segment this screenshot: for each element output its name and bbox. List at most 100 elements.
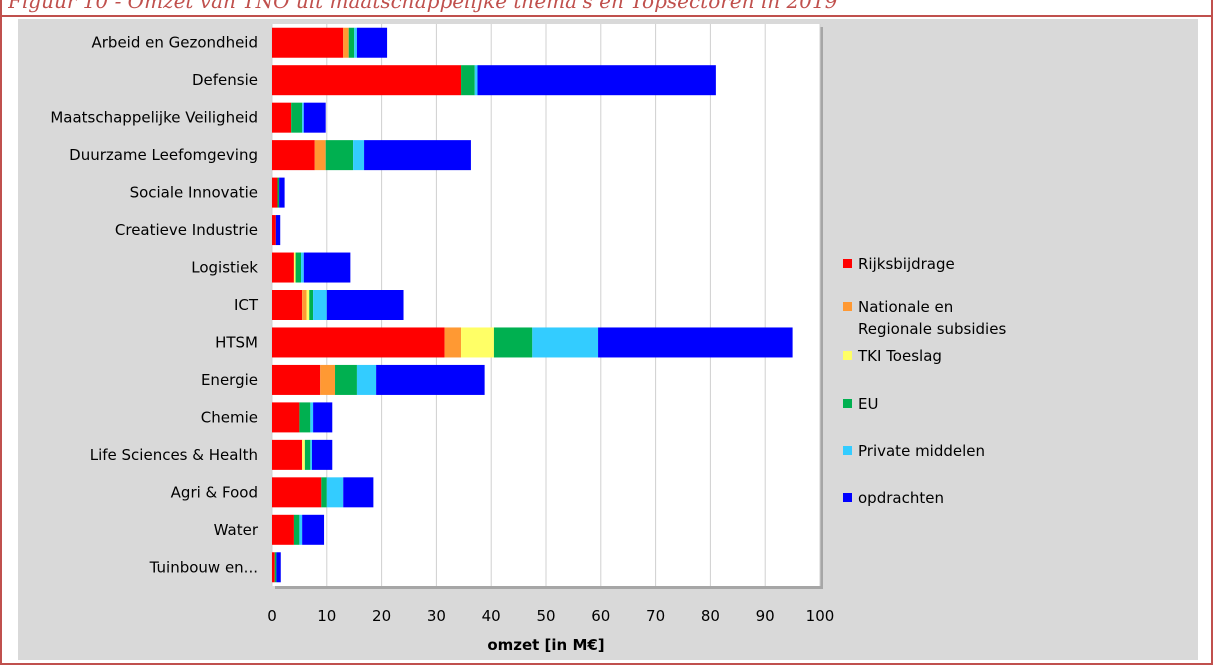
bar-segment [299, 402, 311, 433]
bar-segment [299, 514, 303, 545]
bar-segment [303, 252, 351, 283]
bar-segment [343, 477, 374, 508]
bar-segment [532, 327, 599, 358]
bar-segment [335, 364, 357, 395]
bar-segment [320, 364, 336, 395]
bar-segment [272, 327, 445, 358]
category-label: Chemie [201, 408, 258, 426]
category-label: Creatieve Industrie [115, 221, 258, 239]
x-tick-label: 80 [701, 607, 720, 625]
bar-segment [272, 140, 315, 171]
bar-segment [302, 439, 305, 470]
bar-segment [321, 477, 327, 508]
bar-segment [275, 215, 281, 246]
bar-segment [295, 252, 302, 283]
x-tick-label: 10 [317, 607, 336, 625]
x-tick-label: 20 [372, 607, 391, 625]
legend-swatch [843, 259, 852, 268]
category-label: Defensie [192, 71, 258, 89]
bar-segment [306, 290, 310, 320]
bar-segment [356, 27, 388, 58]
plot-shadow-bottom [275, 586, 823, 589]
bar-segment [309, 290, 314, 320]
bar-segment [313, 402, 333, 433]
bar-segment [272, 290, 303, 320]
bar-segment [272, 215, 276, 246]
bar-segment [302, 102, 304, 133]
bar-segment [325, 140, 354, 171]
legend-label: EU [858, 395, 878, 413]
stacked-bar-chart: Arbeid en Gezondheid Defensie Maatschappel… [50, 24, 1006, 654]
bar-segment [272, 102, 292, 133]
bar-segment [272, 402, 300, 433]
category-labels: Arbeid en Gezondheid Defensie Maatschappel… [50, 34, 259, 577]
bar-segment [301, 252, 304, 283]
x-tick-label: 60 [591, 607, 610, 625]
category-label: Duurzame Leefomgeving [69, 146, 258, 164]
bar-segment [312, 439, 333, 470]
bar-segment [310, 439, 313, 470]
bar-segment [272, 27, 344, 58]
x-tick-label: 0 [267, 607, 277, 625]
x-tick-label: 50 [536, 607, 555, 625]
bar-segment [461, 65, 475, 96]
bar-segment [477, 65, 716, 96]
bar-segment [302, 514, 325, 545]
category-label: HTSM [215, 333, 258, 351]
bar-segment [354, 27, 357, 58]
bar-segment [272, 364, 321, 395]
x-tick-label: 90 [756, 607, 775, 625]
legend-label-continued: Regionale subsidies [858, 320, 1006, 338]
bar-segment [348, 27, 355, 58]
category-label: Water [214, 521, 259, 539]
bar-segment [272, 252, 294, 283]
category-label: ICT [234, 296, 259, 314]
bar-segment [376, 364, 485, 395]
category-label: Sociale Innovatie [130, 184, 258, 202]
bar-segment [356, 364, 377, 395]
bar-segment [598, 327, 793, 358]
bar-segment [291, 102, 303, 133]
category-label: Logistiek [191, 259, 258, 277]
bar-segment [302, 290, 307, 320]
bar-segment [343, 27, 349, 58]
legend-swatch [843, 446, 852, 455]
bar-segment [326, 477, 344, 508]
bar-segment [304, 439, 311, 470]
legend: Rijksbijdrage Nationale en Regionale subsi… [843, 255, 1006, 507]
bar-segment [272, 514, 294, 545]
bar-segment [314, 140, 326, 171]
bar-segment [353, 140, 365, 171]
legend-swatch [843, 399, 852, 408]
bar-segment [310, 402, 314, 433]
x-axis-title: omzet [in M€] [487, 636, 604, 654]
bar-segment [293, 252, 296, 283]
bars [272, 27, 793, 583]
bar-segment [303, 102, 326, 133]
bar-segment [276, 552, 281, 583]
bar-segment [461, 327, 494, 358]
bar-segment [272, 65, 462, 96]
bar-segment [474, 65, 478, 96]
x-tick-label: 40 [482, 607, 501, 625]
chart-area: Arbeid en Gezondheid Defensie Maatschappel… [18, 19, 1198, 660]
bar-segment [272, 477, 322, 508]
legend-swatch [843, 493, 852, 502]
bar-segment [493, 327, 533, 358]
legend-label: Rijksbijdrage [858, 255, 955, 273]
category-label: Maatschappelijke Veiligheid [50, 109, 258, 127]
legend-label: Private middelen [858, 442, 985, 460]
x-tick-label: 30 [427, 607, 446, 625]
bar-segment [293, 514, 300, 545]
bar-segment [277, 177, 280, 208]
legend-swatch [843, 351, 852, 360]
bar-segment [272, 552, 275, 583]
category-label: Agri & Food [171, 483, 258, 501]
bar-segment [272, 177, 278, 208]
bar-segment [364, 140, 471, 171]
bar-segment [313, 290, 327, 320]
legend-label: Nationale en [858, 298, 953, 316]
bar-segment [274, 552, 277, 583]
bar-segment [279, 177, 285, 208]
plot-shadow-right [820, 27, 823, 589]
